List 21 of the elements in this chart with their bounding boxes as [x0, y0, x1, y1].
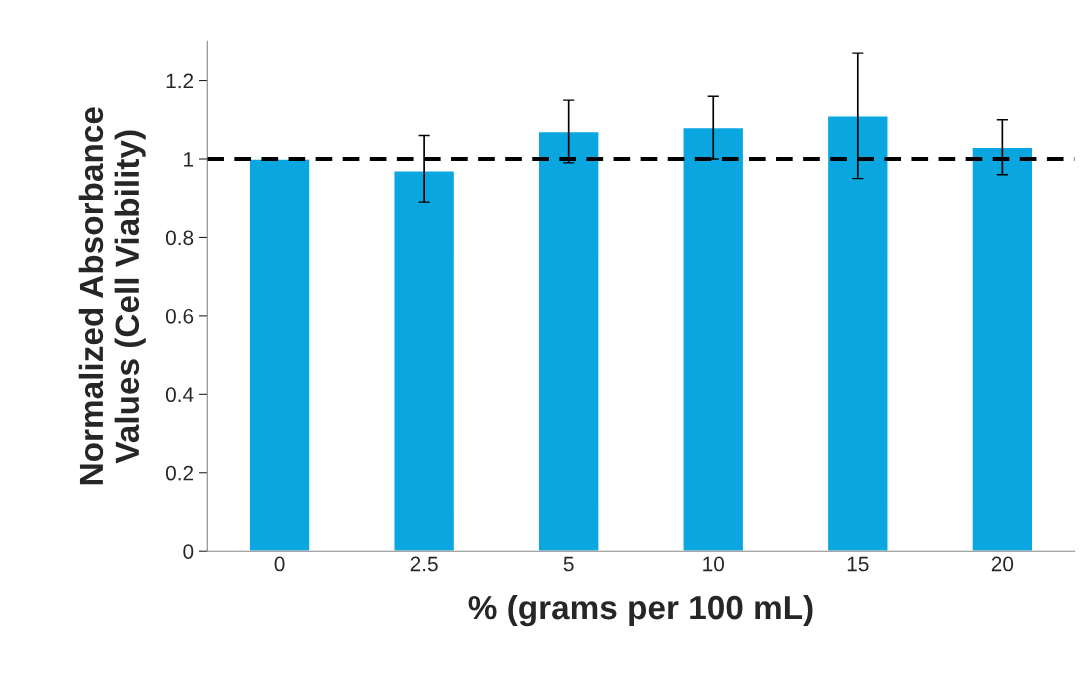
bar — [248, 158, 311, 552]
y-tick-label: 0.2 — [165, 465, 194, 481]
y-axis-title: Normalized Absorbance Values (Cell Viability) — [78, 107, 146, 485]
bar — [826, 115, 889, 552]
y-tick-label: 1 — [184, 152, 194, 167]
x-axis-title: % (grams per 100 mL) — [468, 594, 813, 627]
y-tick-label: 0.4 — [165, 387, 194, 403]
x-tick-label: 20 — [991, 556, 1014, 572]
x-tick-label: 15 — [847, 556, 869, 572]
y-tick-label: 0 — [183, 544, 194, 559]
y-tick-label: 0.6 — [165, 308, 194, 324]
x-tick-label: 0 — [274, 556, 285, 572]
y-tick-label: 0.8 — [165, 230, 194, 246]
x-tick-label: 5 — [563, 556, 574, 572]
bar — [393, 170, 456, 552]
bar — [682, 126, 745, 552]
y-tick-label: 1.2 — [166, 73, 194, 89]
bar — [537, 130, 600, 552]
x-tick-label: 2.5 — [410, 556, 438, 572]
x-tick-label: 10 — [703, 556, 725, 572]
bar — [971, 146, 1034, 552]
